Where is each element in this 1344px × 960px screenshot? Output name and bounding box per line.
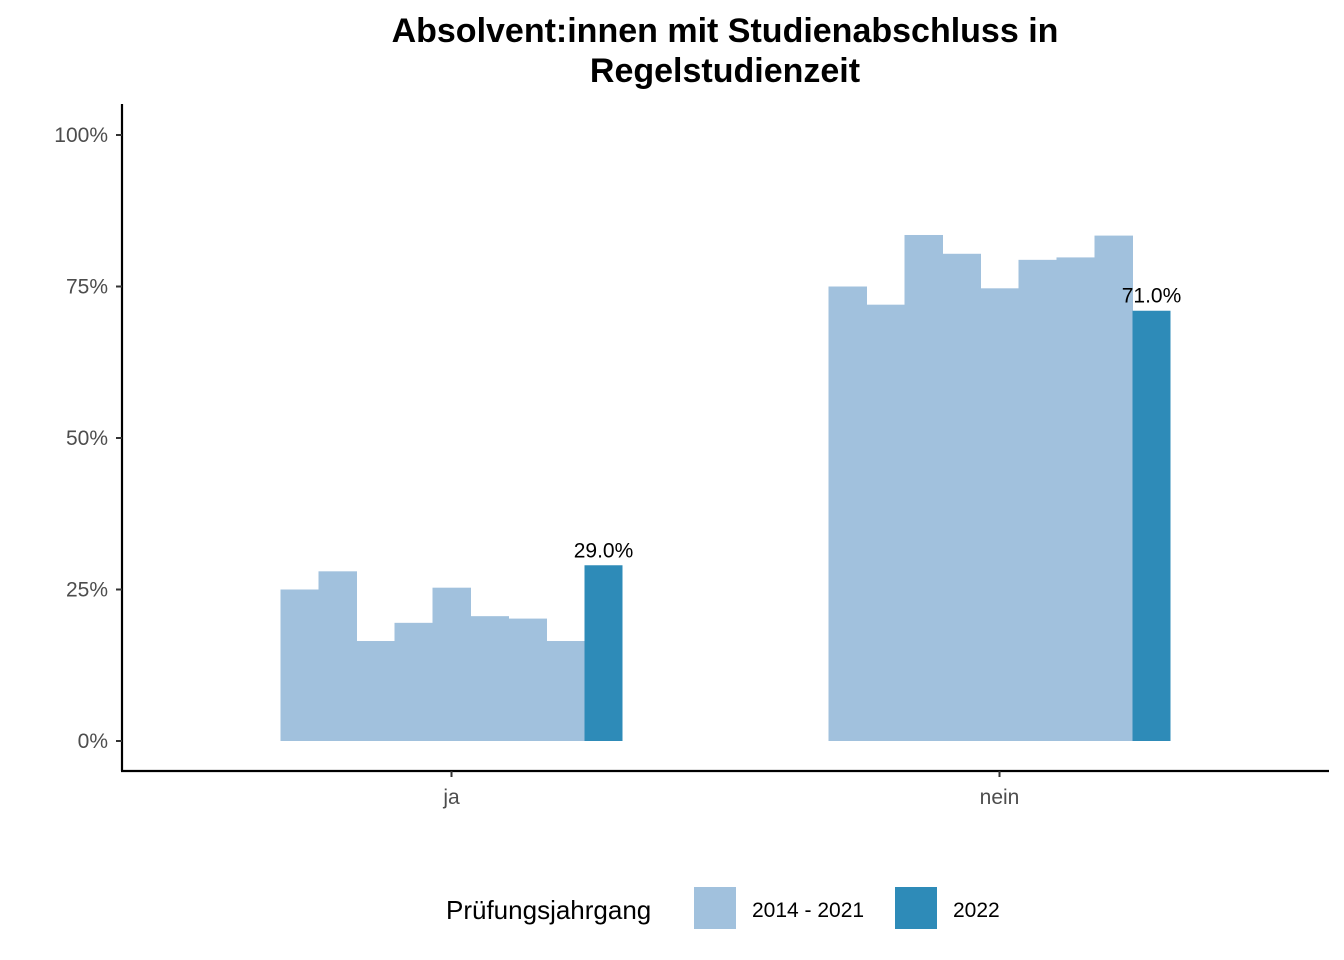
x-tick-label-ja: ja [442,786,460,809]
bar-ja-past-2 [318,571,357,741]
bar-nein-past-8 [1094,235,1133,741]
bars-group [280,234,1171,742]
bar-ja-past-3 [356,641,395,741]
y-ticks-group: 0% 25% 50% 75% 100% [54,124,122,753]
bar-nein-past-5 [980,288,1019,741]
x-tick-label-nein: nein [980,786,1020,809]
chart-title: Absolvent:innen mit Studienabschluss in … [392,12,1059,90]
chart-title-line-2: Regelstudienzeit [590,52,860,90]
bar-nein-past-6 [1018,259,1057,741]
bar-ja-2022 [584,565,623,741]
bar-ja-past-6 [470,616,509,741]
bar-nein-past-2 [866,304,905,741]
bar-nein-past-4 [942,253,981,741]
chart-title-line-1: Absolvent:innen mit Studienabschluss in [392,12,1059,50]
legend-label-2014-2021: 2014 - 2021 [752,899,864,922]
y-tick-label: 25% [66,579,108,602]
legend-swatch-2014-2021 [694,887,736,929]
bar-ja-past-7 [508,618,547,741]
bar-nein-past-1 [828,286,867,741]
data-label-nein-2022: 71.0% [1122,285,1182,308]
bar-ja-past-1 [280,589,319,741]
bar-ja-past-8 [546,641,585,741]
bar-nein-past-7 [1056,257,1095,741]
data-labels-group: 29.0% 71.0% [574,285,1182,563]
y-tick-label: 100% [54,124,108,147]
x-ticks-group: ja nein [442,771,1019,809]
bar-nein-2022 [1132,310,1171,741]
legend-label-2022: 2022 [953,899,1000,922]
legend-title: Prüfungsjahrgang [446,895,651,925]
bar-ja-past-4 [394,622,433,741]
y-tick-label: 75% [66,276,108,299]
y-tick-label: 50% [66,427,108,450]
legend-swatch-2022 [895,887,937,929]
legend: Prüfungsjahrgang 2014 - 2021 2022 [446,887,1000,929]
bar-nein-past-3 [904,234,943,742]
data-label-ja-2022: 29.0% [574,539,634,562]
bar-ja-past-5 [432,587,471,741]
y-tick-label: 0% [78,730,108,753]
